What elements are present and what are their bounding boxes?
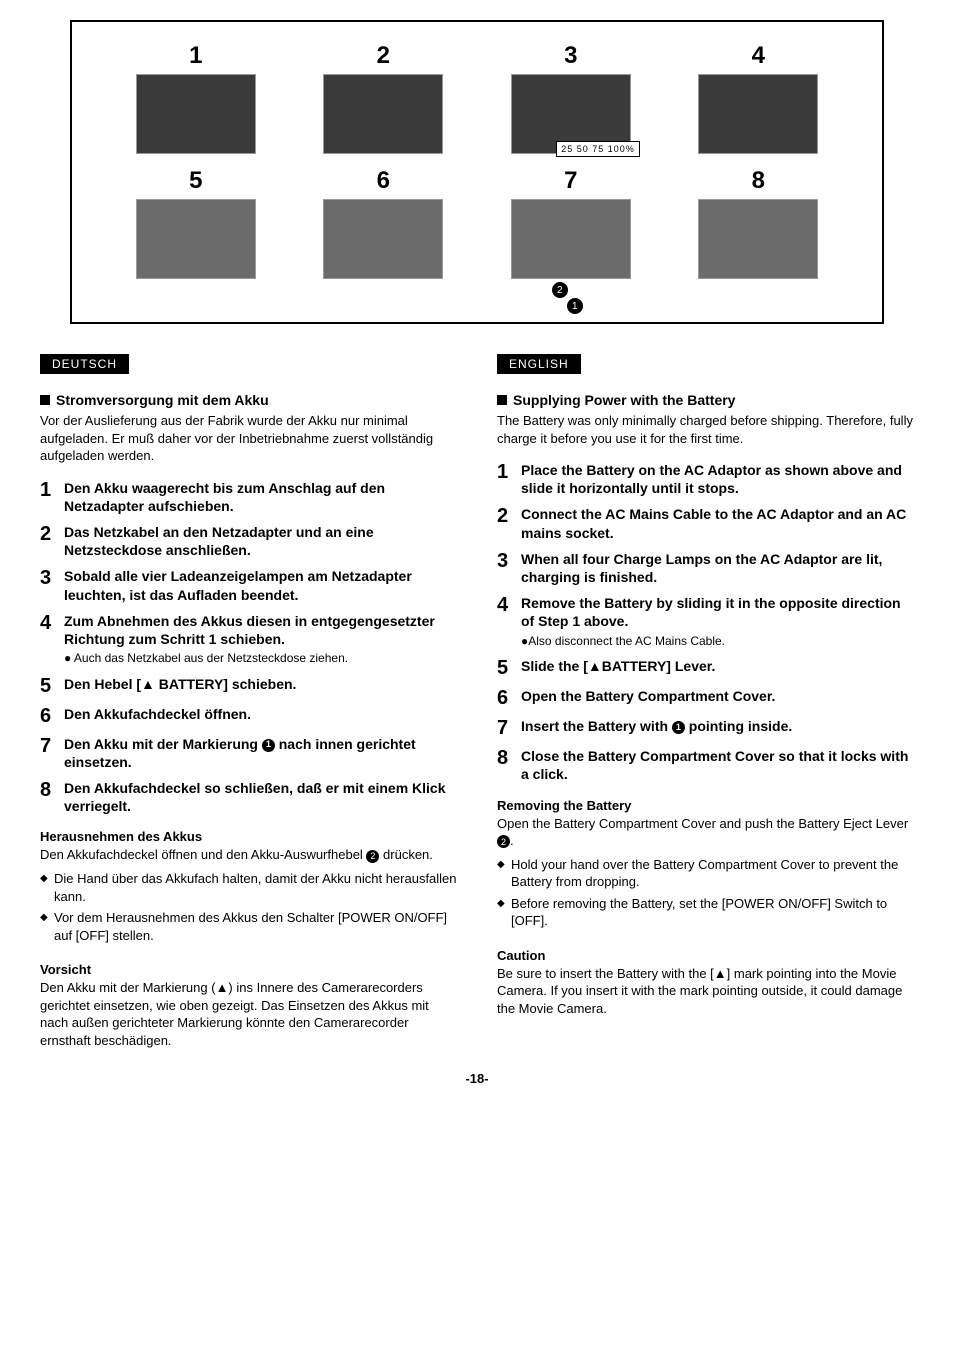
- sub-note: ● Auch das Netzkabel aus der Netzsteckdo…: [64, 651, 457, 667]
- step-item: 7Insert the Battery with 1 pointing insi…: [497, 717, 914, 739]
- column-english: ENGLISH Supplying Power with the Battery…: [497, 354, 914, 1055]
- marker-2-icon: 2: [366, 850, 379, 863]
- step-number: 3: [477, 42, 665, 70]
- square-bullet-icon: [40, 395, 50, 405]
- remove-bullets-de: Die Hand über das Akkufach halten, damit…: [40, 870, 457, 944]
- callout-badge-1: 1: [567, 298, 583, 314]
- steps-de: 1Den Akku waagerecht bis zum Anschlag au…: [40, 479, 457, 816]
- list-item: Die Hand über das Akkufach halten, damit…: [54, 870, 457, 905]
- steps-en: 1Place the Battery on the AC Adaptor as …: [497, 461, 914, 783]
- list-item: Vor dem Herausnehmen des Akkus den Schal…: [54, 909, 457, 944]
- remove-text-de: Den Akkufachdeckel öffnen und den Akku-A…: [40, 846, 457, 864]
- section-title-de: Stromversorgung mit dem Akku: [40, 392, 457, 408]
- step-item: 8Den Akkufachdeckel so schließen, daß er…: [40, 779, 457, 815]
- sub-note: ●Also disconnect the AC Mains Cable.: [521, 634, 914, 650]
- step-number: 8: [665, 167, 853, 195]
- step-number: 5: [102, 167, 290, 195]
- step-item: 2Das Netzkabel an den Netzadapter und an…: [40, 523, 457, 559]
- illustration: [698, 199, 818, 279]
- step-item: 4Remove the Battery by sliding it in the…: [497, 594, 914, 649]
- diagram-row-1: 1 2 3 25 50 75 100% 4: [102, 42, 852, 157]
- diagram-step-7: 7 2 1: [477, 167, 665, 282]
- step-item: 3Sobald alle vier Ladeanzeigelampen am N…: [40, 567, 457, 603]
- caution-heading-de: Vorsicht: [40, 962, 457, 977]
- title-text: Stromversorgung mit dem Akku: [56, 392, 269, 408]
- caution-heading-en: Caution: [497, 948, 914, 963]
- intro-de: Vor der Auslieferung aus der Fabrik wurd…: [40, 412, 457, 465]
- step-number: 2: [290, 42, 478, 70]
- marker-1-icon: 1: [262, 739, 275, 752]
- diagram-step-3: 3 25 50 75 100%: [477, 42, 665, 157]
- step-number: 6: [290, 167, 478, 195]
- charge-lamp-readout: 25 50 75 100%: [556, 141, 640, 157]
- step-item: 5Den Hebel [▲ BATTERY] schieben.: [40, 675, 457, 697]
- remove-heading-en: Removing the Battery: [497, 798, 914, 813]
- diagram-step-2: 2: [290, 42, 478, 157]
- step-number: 7: [477, 167, 665, 195]
- diagram-step-1: 1: [102, 42, 290, 157]
- step-item: 8Close the Battery Compartment Cover so …: [497, 747, 914, 783]
- illustration: [136, 199, 256, 279]
- step-item: 6Open the Battery Compartment Cover.: [497, 687, 914, 709]
- intro-en: The Battery was only minimally charged b…: [497, 412, 914, 447]
- step-item: 7Den Akku mit der Markierung 1 nach inne…: [40, 735, 457, 771]
- diagram-step-5: 5: [102, 167, 290, 282]
- page-number: -18-: [40, 1071, 914, 1086]
- section-title-en: Supplying Power with the Battery: [497, 392, 914, 408]
- illustration: 25 50 75 100%: [511, 74, 631, 154]
- step-item: 2Connect the AC Mains Cable to the AC Ad…: [497, 505, 914, 541]
- language-tag-en: ENGLISH: [497, 354, 581, 374]
- diagram-row-2: 5 6 7 2 1 8: [102, 167, 852, 282]
- step-number: 1: [102, 42, 290, 70]
- diagram-step-6: 6: [290, 167, 478, 282]
- square-bullet-icon: [497, 395, 507, 405]
- list-item: Before removing the Battery, set the [PO…: [511, 895, 914, 930]
- illustration: 2 1: [511, 199, 631, 279]
- step-item: 3When all four Charge Lamps on the AC Ad…: [497, 550, 914, 586]
- language-tag-de: DEUTSCH: [40, 354, 129, 374]
- title-text: Supplying Power with the Battery: [513, 392, 735, 408]
- caution-text-en: Be sure to insert the Battery with the […: [497, 965, 914, 1018]
- remove-heading-de: Herausnehmen des Akkus: [40, 829, 457, 844]
- step-item: 6Den Akkufachdeckel öffnen.: [40, 705, 457, 727]
- marker-2-icon: 2: [497, 835, 510, 848]
- illustration: [698, 74, 818, 154]
- remove-text-en: Open the Battery Compartment Cover and p…: [497, 815, 914, 850]
- step-item: 4Zum Abnehmen des Akkus diesen in entgeg…: [40, 612, 457, 667]
- illustration: [136, 74, 256, 154]
- illustration: [323, 74, 443, 154]
- callout-badge-2: 2: [552, 282, 568, 298]
- list-item: Hold your hand over the Battery Compartm…: [511, 856, 914, 891]
- remove-bullets-en: Hold your hand over the Battery Compartm…: [497, 856, 914, 930]
- diagram-step-8: 8: [665, 167, 853, 282]
- caution-text-de: Den Akku mit der Markierung (▲) ins Inne…: [40, 979, 457, 1049]
- diagram-step-4: 4: [665, 42, 853, 157]
- illustration: [323, 199, 443, 279]
- marker-1-icon: 1: [672, 721, 685, 734]
- step-item: 1Place the Battery on the AC Adaptor as …: [497, 461, 914, 497]
- step-item: 5Slide the [▲BATTERY] Lever.: [497, 657, 914, 679]
- step-number: 4: [665, 42, 853, 70]
- diagram-frame: 1 2 3 25 50 75 100% 4 5 6 7: [70, 20, 884, 324]
- column-deutsch: DEUTSCH Stromversorgung mit dem Akku Vor…: [40, 354, 457, 1055]
- step-item: 1Den Akku waagerecht bis zum Anschlag au…: [40, 479, 457, 515]
- text-columns: DEUTSCH Stromversorgung mit dem Akku Vor…: [40, 354, 914, 1055]
